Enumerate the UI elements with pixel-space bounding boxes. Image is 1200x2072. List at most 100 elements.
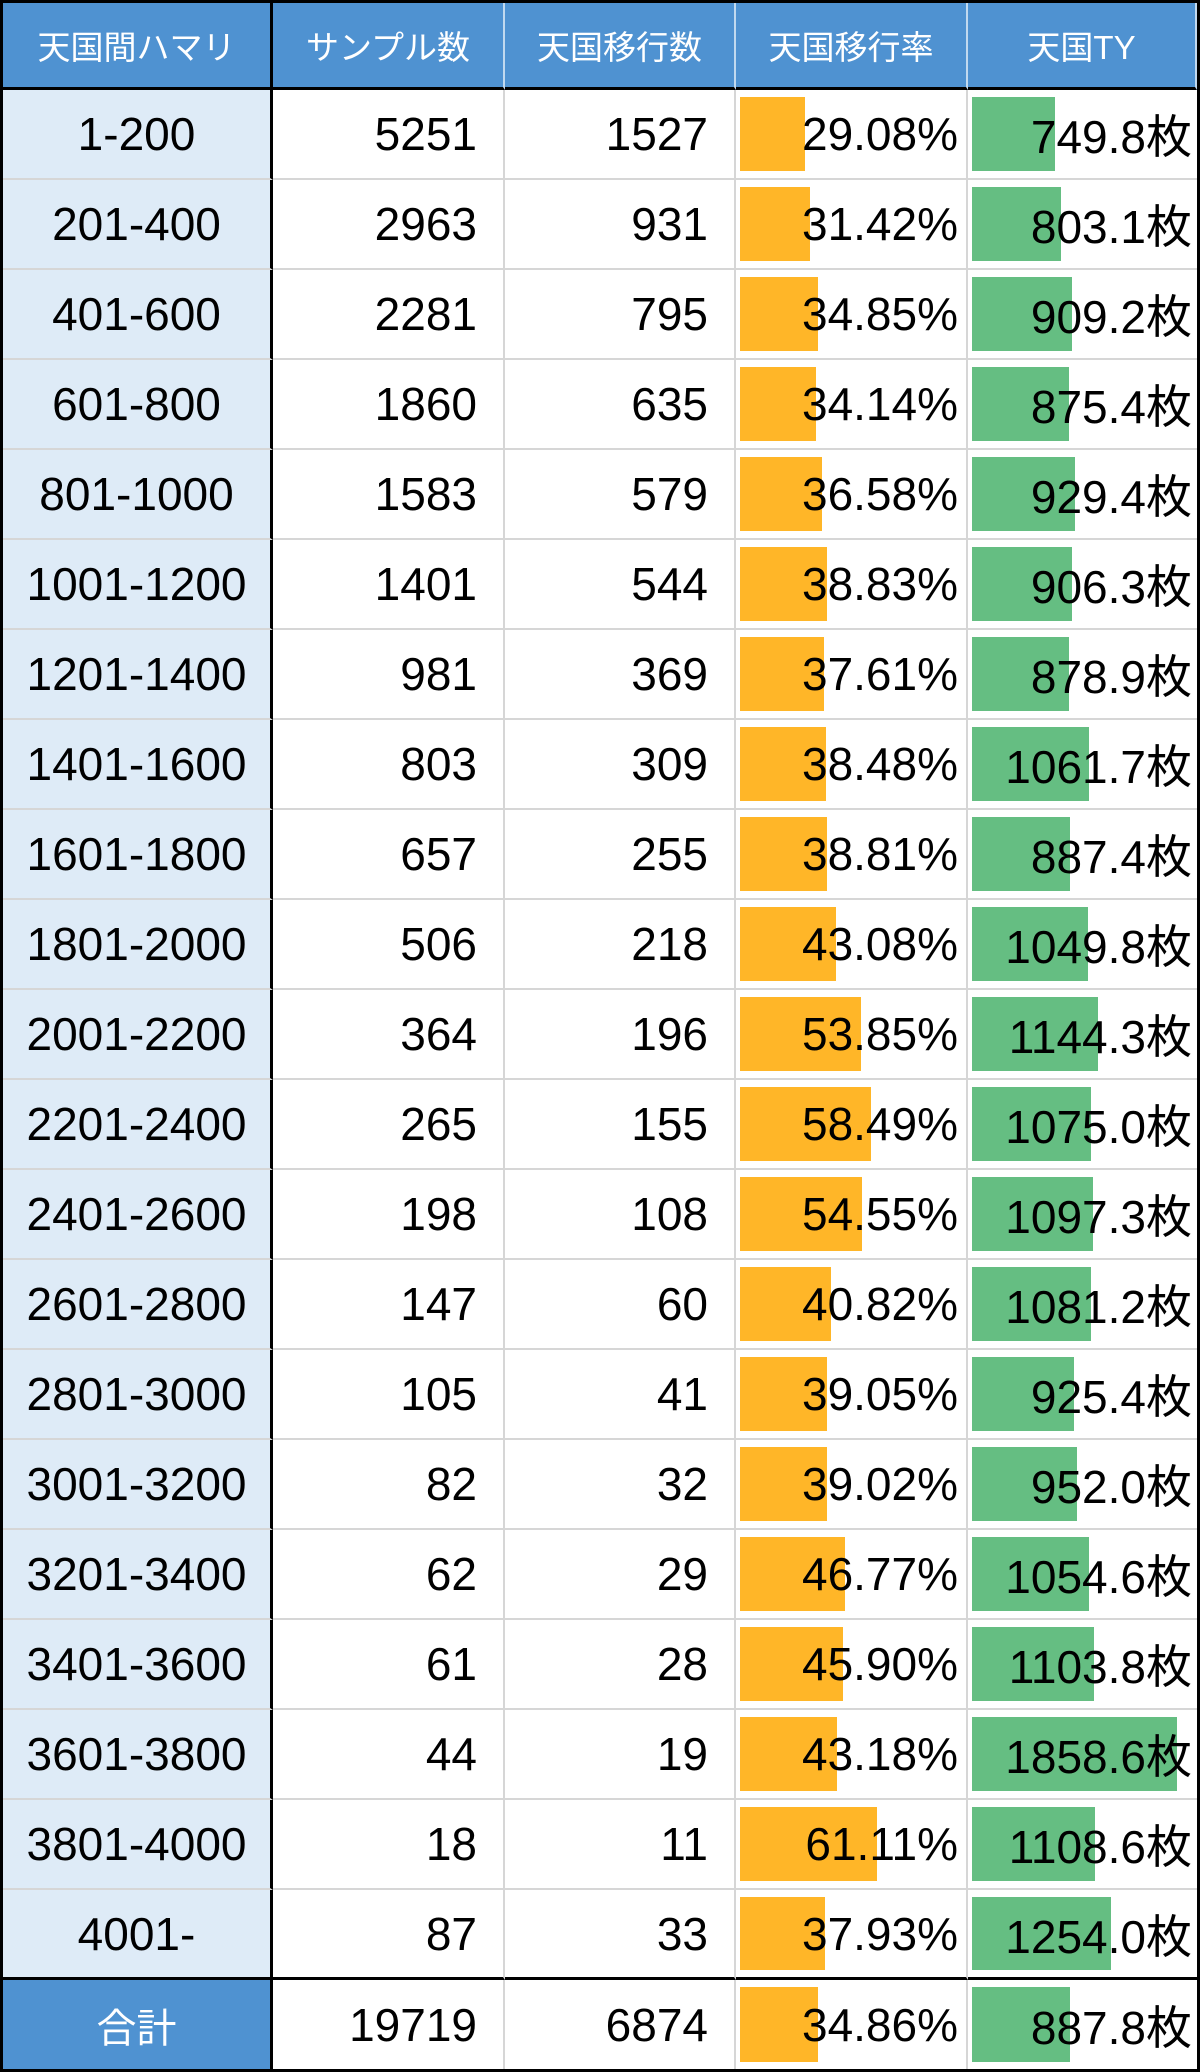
ty-bar (972, 817, 1070, 891)
transitions-cell: 544 (505, 540, 736, 630)
ty-cell: 1054.6枚 (968, 1530, 1197, 1620)
samples-cell: 1401 (273, 540, 505, 630)
ty-bar (972, 997, 1098, 1071)
ty-bar (972, 907, 1088, 981)
ty-cell: 1081.2枚 (968, 1260, 1197, 1350)
ty-value: 887.4枚 (1030, 831, 1192, 883)
samples-cell: 19719 (273, 1980, 505, 2069)
ty-value: 925.4枚 (1030, 1371, 1192, 1423)
ty-cell: 1061.7枚 (968, 720, 1197, 810)
range-cell: 3601-3800 (3, 1710, 273, 1800)
transitions-cell: 931 (505, 180, 736, 270)
rate-bar (740, 187, 810, 261)
rate-cell: 39.02% (736, 1440, 968, 1530)
rate-value: 53.85% (801, 1008, 958, 1060)
samples-cell: 105 (273, 1350, 505, 1440)
rate-value: 37.61% (801, 648, 958, 700)
rate-bar (740, 1087, 871, 1161)
range-cell: 4001- (3, 1890, 273, 1980)
range-cell: 1201-1400 (3, 630, 273, 720)
ty-value: 1858.6枚 (1005, 1731, 1192, 1783)
samples-cell: 18 (273, 1800, 505, 1890)
range-cell: 3001-3200 (3, 1440, 273, 1530)
ty-cell: 878.9枚 (968, 630, 1197, 720)
rate-cell: 34.85% (736, 270, 968, 360)
rate-value: 43.08% (801, 918, 958, 970)
transitions-cell: 19 (505, 1710, 736, 1800)
range-cell: 2401-2600 (3, 1170, 273, 1260)
samples-cell: 147 (273, 1260, 505, 1350)
rate-bar (740, 637, 824, 711)
rate-bar (740, 1177, 862, 1251)
ty-value: 1144.3枚 (1008, 1011, 1192, 1063)
rate-value: 38.83% (801, 558, 958, 610)
rate-bar (740, 1897, 825, 1970)
range-cell: 1401-1600 (3, 720, 273, 810)
samples-cell: 803 (273, 720, 505, 810)
ty-cell: 1108.6枚 (968, 1800, 1197, 1890)
range-cell: 3201-3400 (3, 1530, 273, 1620)
rate-cell: 43.18% (736, 1710, 968, 1800)
rate-value: 29.08% (801, 108, 958, 160)
rate-cell: 53.85% (736, 990, 968, 1080)
transitions-cell: 579 (505, 450, 736, 540)
transitions-cell: 155 (505, 1080, 736, 1170)
rate-value: 39.02% (801, 1458, 958, 1510)
ty-value: 929.4枚 (1030, 471, 1192, 523)
rate-bar (740, 1807, 877, 1881)
rate-bar (740, 547, 827, 621)
ty-value: 952.0枚 (1030, 1461, 1192, 1513)
range-cell: 2801-3000 (3, 1350, 273, 1440)
samples-cell: 82 (273, 1440, 505, 1530)
rate-value: 46.77% (801, 1548, 958, 1600)
range-cell: 1601-1800 (3, 810, 273, 900)
ty-cell: 925.4枚 (968, 1350, 1197, 1440)
ty-cell: 1075.0枚 (968, 1080, 1197, 1170)
ty-value: 875.4枚 (1030, 381, 1192, 433)
header-cell-samples: サンプル数 (273, 3, 505, 90)
range-cell: 401-600 (3, 270, 273, 360)
rate-bar (740, 997, 861, 1071)
ty-cell: 929.4枚 (968, 450, 1197, 540)
rate-cell: 38.81% (736, 810, 968, 900)
rate-value: 37.93% (801, 1907, 958, 1960)
ty-value: 909.2枚 (1030, 291, 1192, 343)
samples-cell: 62 (273, 1530, 505, 1620)
samples-cell: 657 (273, 810, 505, 900)
ty-bar (972, 1447, 1077, 1521)
transitions-cell: 28 (505, 1620, 736, 1710)
ty-cell: 875.4枚 (968, 360, 1197, 450)
rate-bar (740, 1447, 827, 1521)
rate-cell: 46.77% (736, 1530, 968, 1620)
rate-bar (740, 1987, 818, 2062)
rate-bar (740, 817, 827, 891)
rate-bar (740, 1357, 827, 1431)
ty-cell: 906.3枚 (968, 540, 1197, 630)
rate-bar (740, 727, 826, 801)
ty-value: 887.8枚 (1030, 2001, 1192, 2054)
rate-value: 34.14% (801, 378, 958, 430)
samples-cell: 44 (273, 1710, 505, 1800)
ty-bar (972, 727, 1089, 801)
ty-bar (972, 1537, 1089, 1611)
range-cell: 3801-4000 (3, 1800, 273, 1890)
rate-cell: 58.49% (736, 1080, 968, 1170)
rate-cell: 61.11% (736, 1800, 968, 1890)
rate-cell: 43.08% (736, 900, 968, 990)
rate-cell: 38.48% (736, 720, 968, 810)
samples-cell: 2963 (273, 180, 505, 270)
samples-cell: 1860 (273, 360, 505, 450)
rate-cell: 36.58% (736, 450, 968, 540)
transitions-cell: 32 (505, 1440, 736, 1530)
samples-cell: 61 (273, 1620, 505, 1710)
rate-value: 34.85% (801, 288, 958, 340)
transitions-cell: 1527 (505, 90, 736, 180)
samples-cell: 364 (273, 990, 505, 1080)
range-cell: 2601-2800 (3, 1260, 273, 1350)
ty-value: 1061.7枚 (1005, 741, 1192, 793)
rate-cell: 29.08% (736, 90, 968, 180)
ty-value: 1108.6枚 (1008, 1821, 1192, 1873)
transitions-cell: 41 (505, 1350, 736, 1440)
ty-bar (972, 547, 1072, 621)
samples-cell: 5251 (273, 90, 505, 180)
